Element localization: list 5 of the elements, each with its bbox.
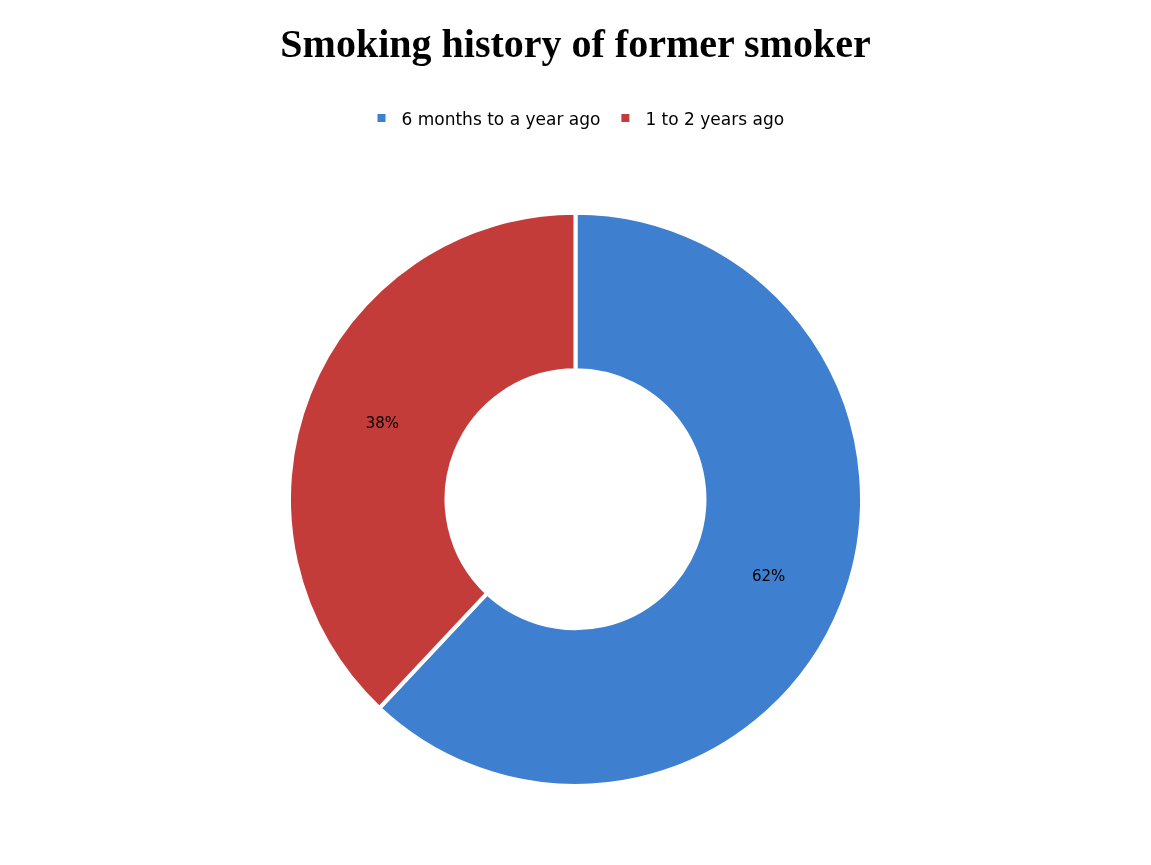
legend-label: 6 months to a year ago xyxy=(401,108,601,129)
data-label: 62% xyxy=(751,566,786,585)
legend-label: 1 to 2 years ago xyxy=(645,108,785,129)
data-label: 38% xyxy=(365,413,400,432)
chart-title: Smoking history of former smoker xyxy=(280,21,871,67)
